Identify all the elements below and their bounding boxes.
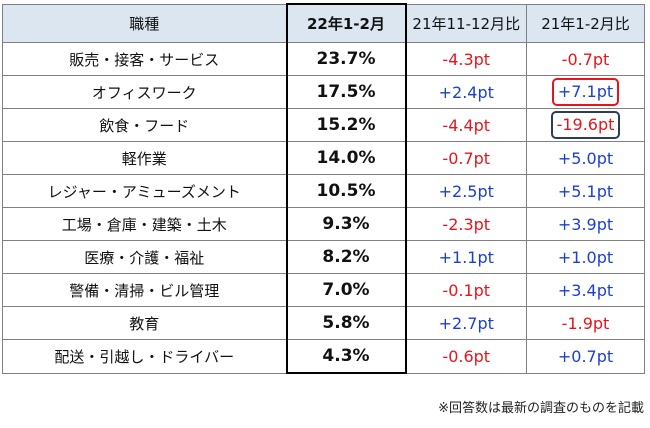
job-name-cell: オフィスワーク [2, 75, 287, 109]
table-row: レジャー・アミューズメント 10.5% +2.5pt +5.1pt [2, 174, 645, 208]
vs-prev-year-cell-value: +3.4pt [557, 280, 614, 300]
vs-prev-year-cell: -1.9pt [526, 306, 645, 340]
vs-prev-period-cell: +2.7pt [405, 306, 527, 340]
table-row: 販売・接客・サービス 23.7% -4.3pt -0.7pt [2, 42, 645, 76]
job-name-cell: 教育 [2, 306, 287, 340]
table-row: オフィスワーク 17.5% +2.4pt +7.1pt [2, 75, 645, 109]
job-name-cell: 医療・介護・福祉 [2, 240, 287, 274]
vs-prev-period-cell-value: -0.7pt [442, 148, 491, 168]
table-row: 医療・介護・福祉 8.2% +1.1pt +1.0pt [2, 240, 645, 274]
vs-prev-year-cell-value: +1.0pt [557, 247, 614, 267]
vs-prev-period-cell: -2.3pt [405, 207, 527, 241]
header-row: 職種 22年1-2月 21年11-12月比 21年1-2月比 [2, 3, 645, 43]
header-vs-prev-period: 21年11-12月比 [405, 3, 527, 43]
job-name-cell: 配送・引越し・ドライバー [2, 339, 287, 374]
job-name-cell: 軽作業 [2, 141, 287, 175]
vs-prev-period-cell: -0.7pt [405, 141, 527, 175]
current-share-cell: 14.0% [285, 141, 407, 175]
vs-prev-period-cell: -4.4pt [405, 108, 527, 142]
vs-prev-year-cell: +7.1pt [526, 75, 645, 109]
job-name-cell: レジャー・アミューズメント [2, 174, 287, 208]
vs-prev-year-cell: -19.6pt [526, 108, 645, 142]
current-share-cell: 17.5% [285, 75, 407, 109]
table-row: 配送・引越し・ドライバー 4.3% -0.6pt +0.7pt [2, 339, 645, 374]
table-body: 販売・接客・サービス 23.7% -4.3pt -0.7pt オフィスワーク 17.5% +… [2, 42, 645, 374]
table-row: 工場・倉庫・建築・土木 9.3% -2.3pt +3.9pt [2, 207, 645, 241]
job-name-cell: 飲食・フード [2, 108, 287, 142]
vs-prev-period-cell: +2.4pt [405, 75, 527, 109]
vs-prev-year-cell-value: +5.1pt [557, 181, 614, 201]
vs-prev-year-cell-value-highlighted: +7.1pt [551, 78, 620, 106]
vs-prev-year-cell: +3.9pt [526, 207, 645, 241]
table-row: 教育 5.8% +2.7pt -1.9pt [2, 306, 645, 340]
current-share-cell: 7.0% [285, 273, 407, 307]
header-vs-prev-year: 21年1-2月比 [526, 3, 645, 43]
vs-prev-year-cell: +0.7pt [526, 339, 645, 374]
current-share-cell: 5.8% [285, 306, 407, 340]
vs-prev-year-cell: +5.0pt [526, 141, 645, 175]
vs-prev-period-cell-value: +1.1pt [438, 247, 494, 267]
header-job: 職種 [2, 3, 287, 43]
current-share-cell: 15.2% [285, 108, 407, 142]
vs-prev-period-cell-value: -4.3pt [442, 49, 491, 69]
vs-prev-period-cell-value: -0.1pt [442, 280, 491, 300]
job-change-table: 職種 22年1-2月 21年11-12月比 21年1-2月比 販売・接客・サービ… [2, 3, 645, 374]
job-name-cell: 警備・清掃・ビル管理 [2, 273, 287, 307]
vs-prev-period-cell-value: +2.5pt [438, 181, 494, 201]
vs-prev-period-cell-value: +2.4pt [438, 82, 494, 102]
vs-prev-year-cell-value: +3.9pt [557, 214, 614, 234]
vs-prev-year-cell: -0.7pt [526, 42, 645, 76]
vs-prev-year-cell-value-highlighted: -19.6pt [550, 111, 621, 139]
table-row: 警備・清掃・ビル管理 7.0% -0.1pt +3.4pt [2, 273, 645, 307]
vs-prev-period-cell-value: +2.7pt [438, 313, 494, 333]
current-share-cell: 4.3% [285, 339, 407, 374]
job-name-cell: 販売・接客・サービス [2, 42, 287, 76]
vs-prev-year-cell-value: -1.9pt [561, 313, 610, 333]
vs-prev-year-cell-value: -0.7pt [561, 49, 610, 69]
vs-prev-period-cell: -0.6pt [405, 339, 527, 374]
table-row: 飲食・フード 15.2% -4.4pt -19.6pt [2, 108, 645, 142]
vs-prev-period-cell-value: -2.3pt [442, 214, 491, 234]
current-share-cell: 9.3% [285, 207, 407, 241]
vs-prev-period-cell-value: -0.6pt [442, 346, 491, 366]
vs-prev-year-cell: +5.1pt [526, 174, 645, 208]
vs-prev-year-cell-value: +5.0pt [557, 148, 614, 168]
current-share-cell: 8.2% [285, 240, 407, 274]
vs-prev-period-cell-value: -4.4pt [442, 115, 491, 135]
vs-prev-year-cell: +3.4pt [526, 273, 645, 307]
vs-prev-period-cell: +1.1pt [405, 240, 527, 274]
header-current: 22年1-2月 [285, 3, 407, 43]
vs-prev-year-cell: +1.0pt [526, 240, 645, 274]
vs-prev-period-cell: -0.1pt [405, 273, 527, 307]
vs-prev-period-cell: +2.5pt [405, 174, 527, 208]
job-name-cell: 工場・倉庫・建築・土木 [2, 207, 287, 241]
footnote: ※回答数は最新の調査のものを記載 [438, 401, 644, 416]
vs-prev-period-cell: -4.3pt [405, 42, 527, 76]
current-share-cell: 10.5% [285, 174, 407, 208]
current-share-cell: 23.7% [285, 42, 407, 76]
table-row: 軽作業 14.0% -0.7pt +5.0pt [2, 141, 645, 175]
vs-prev-year-cell-value: +0.7pt [557, 346, 614, 366]
